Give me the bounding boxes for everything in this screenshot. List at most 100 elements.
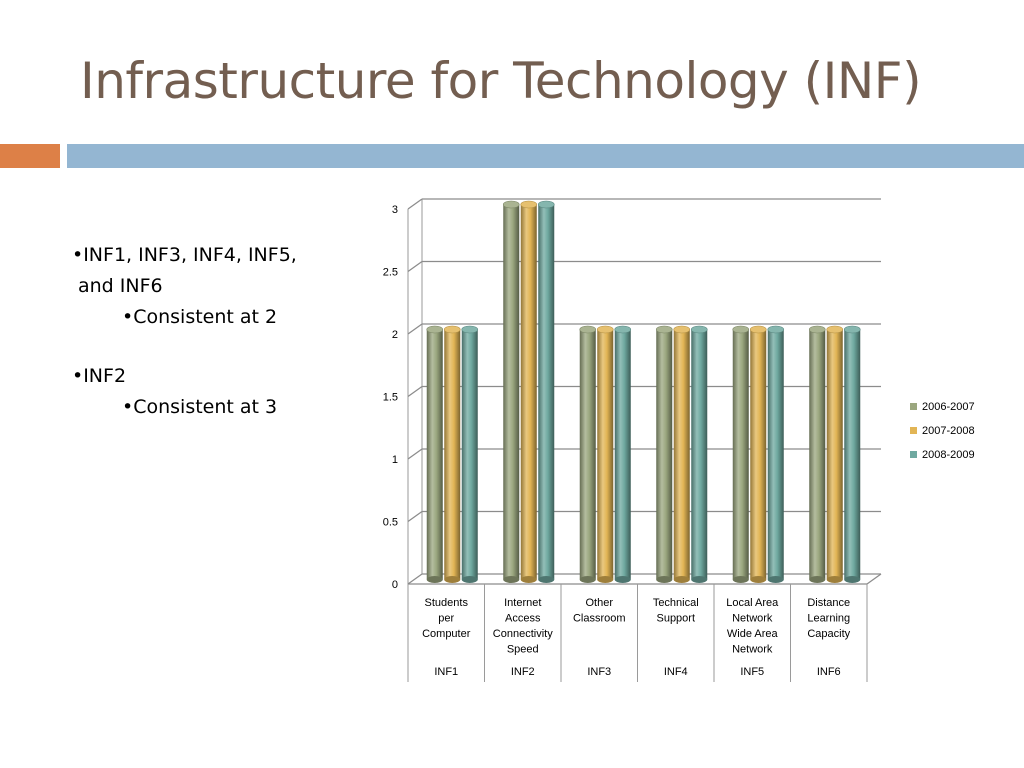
bullet-inf-group-cont: and INF6 bbox=[78, 275, 163, 297]
bullet-inf-group: •INF1, INF3, INF4, INF5, bbox=[72, 244, 297, 266]
x-category-label: Distance bbox=[807, 597, 850, 609]
bar-body bbox=[750, 329, 767, 580]
bar-body bbox=[656, 329, 673, 580]
bar-body bbox=[538, 204, 555, 580]
x-category-code: INF3 bbox=[587, 666, 611, 678]
bar-top bbox=[843, 325, 861, 334]
bar-2008-2009-INF3 bbox=[614, 325, 632, 583]
bar-base bbox=[750, 576, 767, 583]
x-category-label: Speed bbox=[507, 644, 539, 656]
gridline-depth bbox=[407, 573, 423, 585]
y-tick-label: 0 bbox=[392, 579, 398, 591]
legend-swatch bbox=[910, 427, 917, 434]
legend-swatch bbox=[910, 451, 917, 458]
gridline-depth bbox=[407, 510, 423, 523]
bar-2008-2009-INF1 bbox=[461, 325, 479, 583]
bar-base bbox=[426, 576, 443, 583]
x-category-code: INF4 bbox=[664, 666, 688, 678]
bar-top bbox=[673, 325, 691, 334]
bar-base bbox=[732, 576, 749, 583]
bar-body bbox=[503, 204, 520, 580]
bar-top bbox=[749, 325, 767, 334]
bar-2006-2007-INF3 bbox=[579, 325, 597, 583]
y-tick-label: 1.5 bbox=[383, 392, 398, 404]
bar-2006-2007-INF4 bbox=[655, 325, 673, 583]
bar-body bbox=[597, 329, 614, 580]
bar-2008-2009-INF4 bbox=[690, 325, 708, 583]
bar-body bbox=[826, 329, 843, 580]
bar-top bbox=[690, 325, 708, 334]
x-category-label: Network bbox=[732, 613, 773, 625]
bar-top bbox=[426, 325, 444, 334]
bar-chart: 0 0.5 1 1.5 2 2.5 3 Students per Computer INF1 Inte… bbox=[383, 198, 975, 682]
legend-label: 2006-2007 bbox=[922, 401, 975, 413]
bar-base bbox=[809, 576, 826, 583]
bar-top bbox=[808, 325, 826, 334]
bar-base bbox=[538, 576, 555, 583]
x-category-label: Learning bbox=[807, 613, 850, 625]
bar-base bbox=[691, 576, 708, 583]
x-category-code: INF5 bbox=[740, 666, 764, 678]
y-tick-label: 1 bbox=[392, 454, 398, 466]
bar-top bbox=[520, 200, 538, 209]
bullet-inf2: •INF2 bbox=[72, 365, 127, 387]
bar-base bbox=[844, 576, 861, 583]
sub-bullet-consistent-2: •Consistent at 2 bbox=[122, 306, 278, 328]
y-tick-label: 2.5 bbox=[383, 267, 398, 279]
bar-2006-2007-INF5 bbox=[732, 325, 750, 583]
y-tick-label: 3 bbox=[392, 204, 398, 216]
gridline-depth bbox=[407, 448, 423, 460]
bar-2007-2008-INF1 bbox=[443, 325, 461, 583]
bar-top bbox=[614, 325, 632, 334]
bar-body bbox=[579, 329, 596, 580]
y-tick-label: 0.5 bbox=[383, 517, 398, 529]
bar-2007-2008-INF5 bbox=[749, 325, 767, 583]
bar-top bbox=[579, 325, 597, 334]
bar-2007-2008-INF2 bbox=[520, 200, 538, 583]
bar-base bbox=[767, 576, 784, 583]
bar-top bbox=[502, 200, 520, 209]
x-category-label: Local Area bbox=[726, 597, 779, 609]
bar-2006-2007-INF6 bbox=[808, 325, 826, 583]
bar-top bbox=[443, 325, 461, 334]
bar-base bbox=[579, 576, 596, 583]
bar-2008-2009-INF5 bbox=[767, 325, 785, 583]
x-category-label: per bbox=[438, 613, 454, 625]
bar-body bbox=[767, 329, 784, 580]
bar-body bbox=[844, 329, 861, 580]
x-category-code: INF6 bbox=[817, 666, 841, 678]
gridline-depth bbox=[407, 385, 423, 398]
bar-body bbox=[461, 329, 478, 580]
x-category-label: Technical bbox=[653, 597, 699, 609]
bar-top bbox=[767, 325, 785, 334]
bar-top bbox=[826, 325, 844, 334]
floor-edge-depth bbox=[866, 573, 882, 585]
x-category-code: INF2 bbox=[511, 666, 535, 678]
bar-top bbox=[655, 325, 673, 334]
x-category-label: Computer bbox=[422, 628, 471, 640]
bar-body bbox=[614, 329, 631, 580]
bar-top bbox=[461, 325, 479, 334]
bar-base bbox=[461, 576, 478, 583]
bar-body bbox=[732, 329, 749, 580]
accent-bar-blue bbox=[67, 144, 1024, 168]
bar-2007-2008-INF3 bbox=[596, 325, 614, 583]
y-tick-label: 2 bbox=[392, 329, 398, 341]
legend-label: 2007-2008 bbox=[922, 425, 975, 437]
bar-2008-2009-INF6 bbox=[843, 325, 861, 583]
gridline-depth bbox=[407, 198, 423, 210]
x-category-label: Classroom bbox=[573, 613, 626, 625]
bar-2007-2008-INF6 bbox=[826, 325, 844, 583]
x-category-label: Support bbox=[656, 613, 695, 625]
x-category-label: Other bbox=[585, 597, 613, 609]
bar-base bbox=[444, 576, 461, 583]
bullet-list: •INF1, INF3, INF4, INF5, and INF6 •Consi… bbox=[72, 240, 297, 423]
bar-base bbox=[520, 576, 537, 583]
bar-base bbox=[673, 576, 690, 583]
bar-top bbox=[596, 325, 614, 334]
bar-2006-2007-INF1 bbox=[426, 325, 444, 583]
x-category-label: Internet bbox=[504, 597, 541, 609]
legend-label: 2008-2009 bbox=[922, 449, 975, 461]
bar-body bbox=[426, 329, 443, 580]
x-category-label: Wide Area bbox=[727, 628, 779, 640]
